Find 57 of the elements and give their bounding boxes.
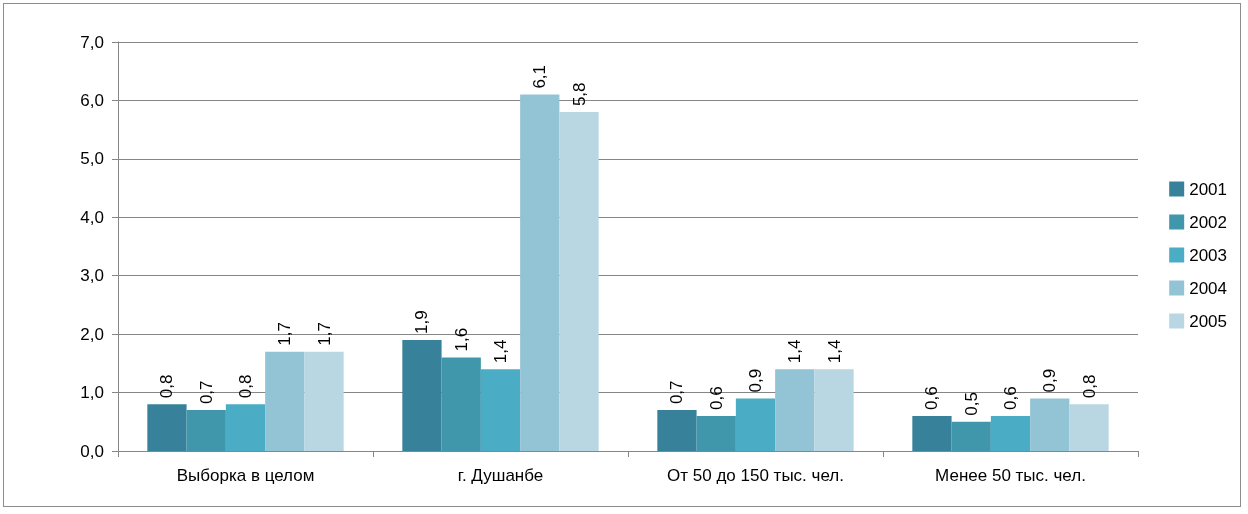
data-label: 0,8 bbox=[157, 374, 177, 399]
bar bbox=[480, 369, 521, 451]
data-label: 1,4 bbox=[491, 339, 510, 364]
data-label: 1,6 bbox=[451, 327, 471, 352]
bar bbox=[402, 339, 442, 451]
y-tick-label: 1,0 bbox=[80, 383, 104, 403]
x-tick-label: Менее 50 тыс. чел. bbox=[935, 466, 1086, 485]
data-label: 0,6 bbox=[706, 386, 726, 410]
bar bbox=[912, 415, 952, 451]
bar bbox=[304, 351, 344, 451]
legend-label: 2001 bbox=[1189, 179, 1228, 199]
data-label: 0,7 bbox=[196, 380, 216, 405]
data-label: 0,7 bbox=[667, 380, 687, 405]
data-label: 0,8 bbox=[236, 374, 255, 399]
bar bbox=[1030, 398, 1070, 451]
bar bbox=[657, 410, 697, 451]
legend-label: 2005 bbox=[1189, 311, 1228, 331]
x-tick-label: г. Душанбе bbox=[457, 466, 544, 485]
legend-label: 2002 bbox=[1189, 212, 1228, 232]
bar bbox=[265, 351, 305, 451]
bar bbox=[147, 404, 187, 451]
data-label: 0,9 bbox=[746, 368, 765, 393]
data-label: 0,8 bbox=[1079, 374, 1099, 399]
y-tick-label: 5,0 bbox=[80, 149, 104, 169]
y-tick-label: 0,0 bbox=[80, 441, 104, 461]
y-tick-label: 3,0 bbox=[80, 266, 104, 286]
x-tick-label: Выборка в целом bbox=[176, 466, 315, 485]
legend-label: 2004 bbox=[1189, 278, 1228, 298]
bar bbox=[814, 369, 854, 451]
bar bbox=[225, 404, 266, 451]
legend-label: 2003 bbox=[1189, 245, 1228, 265]
bar bbox=[1069, 404, 1109, 451]
bar bbox=[735, 398, 776, 451]
y-tick-label: 6,0 bbox=[80, 90, 104, 110]
bar bbox=[696, 415, 736, 451]
bar bbox=[441, 357, 481, 451]
bar bbox=[990, 415, 1031, 451]
data-label: 0,5 bbox=[961, 392, 981, 416]
data-label: 1,4 bbox=[785, 339, 805, 364]
y-tick-label: 7,0 bbox=[80, 32, 104, 52]
bar bbox=[186, 410, 226, 451]
data-label: 1,4 bbox=[824, 339, 844, 364]
data-label: 5,8 bbox=[569, 82, 589, 107]
data-label: 0,6 bbox=[922, 386, 942, 410]
data-label: 0,9 bbox=[1040, 368, 1060, 393]
bar bbox=[951, 421, 991, 451]
data-label: 1,9 bbox=[412, 310, 432, 334]
x-tick-label: От 50 до 150 тыс. чел. bbox=[667, 466, 844, 485]
bar bbox=[775, 369, 815, 451]
data-label: 1,7 bbox=[275, 322, 295, 346]
data-label: 1,7 bbox=[314, 322, 334, 346]
y-tick-label: 4,0 bbox=[80, 207, 104, 227]
bar bbox=[559, 112, 599, 451]
bar bbox=[520, 94, 560, 451]
data-label: 0,6 bbox=[1001, 386, 1020, 410]
data-label: 6,1 bbox=[530, 64, 550, 89]
y-tick-label: 2,0 bbox=[80, 324, 104, 344]
